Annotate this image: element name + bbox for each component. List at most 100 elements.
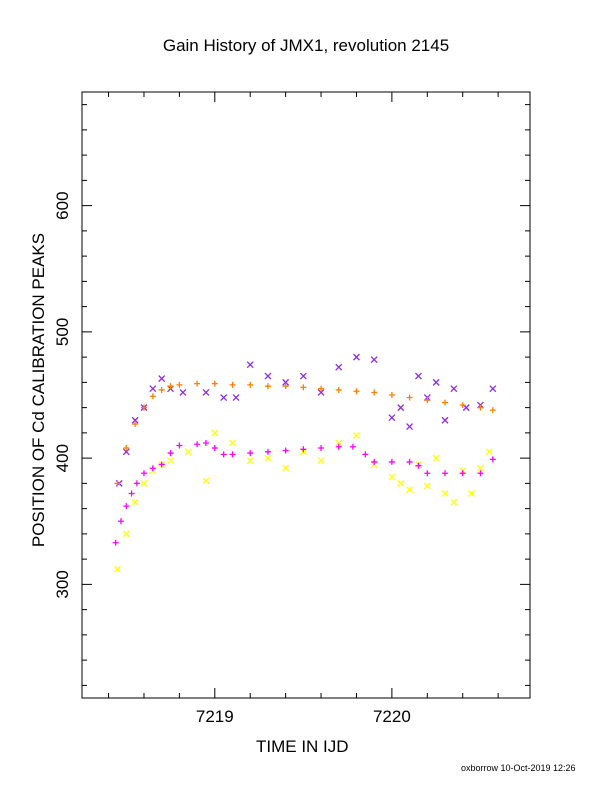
data-point-series-4 (128, 490, 135, 497)
data-point-series-4 (318, 445, 325, 452)
data-point-series-1 (131, 416, 139, 424)
chart-title: Gain History of JMX1, revolution 2145 (162, 36, 450, 55)
data-point-series-4 (149, 465, 156, 472)
data-point-series-1 (370, 356, 378, 364)
data-point-series-4 (112, 539, 119, 546)
data-point-series-3 (485, 448, 493, 456)
data-point-series-1 (179, 389, 187, 396)
data-point-series-4 (477, 470, 484, 477)
data-point-series-2 (211, 380, 218, 387)
data-point-series-1 (397, 404, 405, 412)
data-point-series-1 (299, 372, 307, 380)
data-point-series-4 (202, 439, 209, 446)
plot-frame (81, 91, 531, 699)
data-point-series-1 (149, 385, 157, 393)
data-point-series-3 (423, 482, 431, 490)
data-point-series-2 (318, 385, 325, 392)
data-point-series-1 (432, 378, 440, 386)
data-point-series-2 (194, 380, 201, 387)
data-point-series-3 (184, 448, 192, 456)
data-point-series-2 (167, 383, 174, 390)
data-point-series-1 (317, 389, 325, 396)
data-point-series-4 (176, 442, 183, 449)
data-point-series-1 (388, 414, 396, 422)
data-point-series-1 (353, 353, 360, 361)
data-point-series-2 (442, 399, 449, 406)
data-point-series-1 (282, 378, 290, 386)
data-point-series-4 (415, 462, 422, 469)
data-point-series-4 (229, 451, 236, 458)
data-point-series-3 (140, 479, 148, 487)
data-point-series-4 (140, 470, 147, 477)
data-point-series-3 (317, 457, 325, 465)
data-point-series-4 (362, 451, 369, 458)
data-point-series-2 (132, 421, 139, 428)
data-point-series-4 (459, 470, 466, 477)
data-point-series-2 (114, 480, 121, 487)
data-point-series-3 (282, 464, 290, 472)
data-point-series-4 (424, 470, 431, 477)
data-point-series-2 (353, 388, 360, 395)
data-point-series-3 (441, 490, 449, 497)
data-point-series-4 (211, 445, 218, 452)
data-point-series-2 (424, 397, 431, 404)
data-point-series-4 (371, 458, 378, 465)
data-point-series-4 (388, 458, 395, 465)
data-point-series-3 (113, 565, 121, 573)
data-point-series-2 (123, 445, 130, 452)
data-point-series-1 (414, 372, 422, 380)
data-point-series-1 (122, 448, 130, 456)
data-point-series-4 (123, 503, 130, 510)
data-point-series-2 (140, 404, 147, 411)
data-point-series-2 (176, 381, 183, 388)
data-point-series-1 (489, 385, 497, 393)
data-point-series-3 (432, 454, 440, 462)
data-point-series-2 (264, 383, 271, 390)
x-tick-label: 7220 (373, 707, 411, 726)
data-point-series-1 (246, 361, 254, 369)
data-point-series-1 (406, 423, 414, 431)
data-point-series-2 (158, 386, 165, 393)
data-point-series-1 (202, 389, 210, 396)
data-point-series-4 (282, 447, 289, 454)
data-point-series-4 (406, 458, 413, 465)
data-point-series-1 (220, 394, 228, 401)
data-point-series-4 (349, 443, 356, 450)
data-point-series-4 (117, 518, 124, 525)
data-point-series-4 (489, 456, 496, 463)
data-point-series-2 (149, 393, 156, 400)
y-tick-label: 600 (53, 191, 72, 219)
data-point-series-3 (229, 439, 236, 447)
data-point-series-4 (264, 448, 271, 455)
data-point-series-1 (158, 375, 166, 383)
data-point-series-3 (406, 486, 414, 494)
data-point-series-3 (202, 477, 210, 485)
data-point-series-2 (388, 392, 395, 398)
data-point-series-4 (247, 450, 254, 457)
data-point-series-3 (476, 464, 484, 472)
data-point-series-3 (122, 530, 130, 538)
data-point-series-2 (489, 407, 496, 414)
data-point-series-3 (388, 473, 396, 481)
data-point-series-4 (133, 480, 140, 487)
data-point-series-2 (300, 384, 307, 391)
data-point-series-3 (468, 490, 476, 497)
data-point-series-2 (229, 381, 236, 388)
footer-stamp: oxborrow 10-Oct-2019 12:26 (461, 763, 576, 773)
data-point-series-2 (247, 381, 254, 388)
data-point-series-1 (232, 394, 240, 401)
data-point-series-4 (335, 443, 342, 450)
data-point-series-1 (264, 372, 272, 380)
y-tick-label: 400 (53, 444, 72, 472)
x-tick-label: 7219 (196, 707, 234, 726)
y-tick-label: 300 (53, 570, 72, 598)
data-point-series-4 (220, 451, 227, 458)
data-point-series-3 (264, 454, 272, 462)
data-point-series-4 (194, 441, 201, 448)
data-point-series-3 (131, 498, 139, 506)
y-tick-label: 500 (53, 318, 72, 346)
data-point-series-4 (442, 470, 449, 477)
data-point-series-3 (246, 457, 254, 465)
